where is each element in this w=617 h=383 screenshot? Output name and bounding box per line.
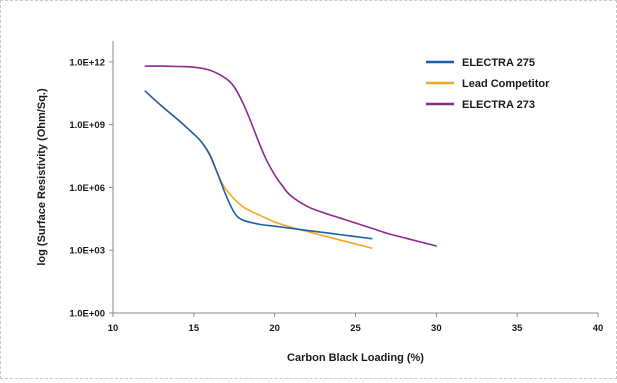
y-tick-label: 1.0E+12 xyxy=(69,57,105,68)
x-tick-label: 20 xyxy=(269,323,280,334)
chart-legend: ELECTRA 275 Lead Competitor ELECTRA 273 xyxy=(426,57,550,111)
x-tick-label: 10 xyxy=(108,323,119,334)
legend-label-lead-competitor: Lead Competitor xyxy=(462,78,550,90)
x-tick-label: 30 xyxy=(431,323,442,334)
series-line-electra-275 xyxy=(144,90,373,240)
x-tick-label: 35 xyxy=(512,323,523,334)
y-tick-label: 1.0E+00 xyxy=(69,309,105,320)
legend-label-electra-275: ELECTRA 275 xyxy=(462,57,535,69)
x-tick-label: 40 xyxy=(593,323,604,334)
series-layer xyxy=(144,65,438,249)
y-axis-title: log (Surface Resistivity (Ohm/Sq.) xyxy=(36,88,48,266)
y-tick-label: 1.0E+03 xyxy=(69,246,105,257)
chart-axes: 10 15 20 25 30 35 40 1.0E+00 1.0E+03 1.0E+06 1.0E+… xyxy=(69,41,603,334)
legend-label-electra-273: ELECTRA 273 xyxy=(462,99,535,111)
y-tick-label: 1.0E+09 xyxy=(69,120,105,131)
x-tick-label: 25 xyxy=(350,323,361,334)
y-tick-label: 1.0E+06 xyxy=(69,183,105,194)
x-axis-title: Carbon Black Loading (%) xyxy=(287,352,424,364)
x-tick-label: 15 xyxy=(189,323,200,334)
series-line-electra-273 xyxy=(144,65,438,247)
